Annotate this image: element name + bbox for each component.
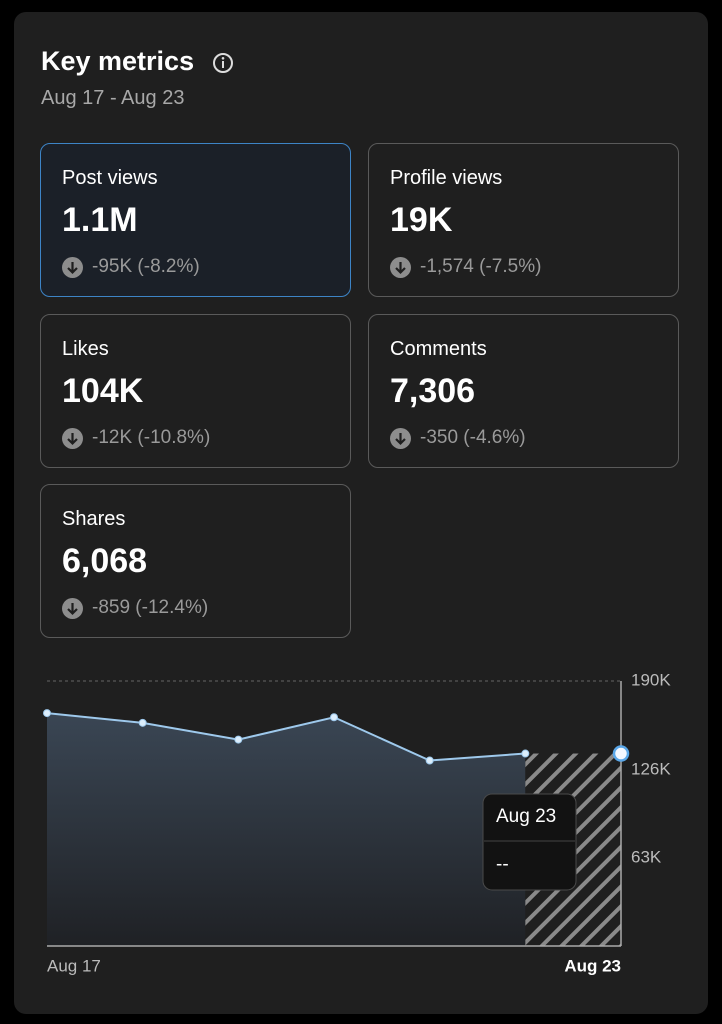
metric-card[interactable]: Comments 7,306 -350 (-4.6%) (368, 313, 679, 468)
metric-label: Likes (62, 337, 109, 360)
metric-value: 104K (62, 371, 144, 410)
line (46, 712, 526, 762)
metric-value: 19K (390, 201, 453, 239)
metric-value: 6,068 (62, 542, 148, 580)
metric-label: Shares (62, 508, 126, 530)
x-tick-label: Aug 23 (564, 956, 621, 975)
metric-change: -350 (-4.6%) (420, 426, 526, 448)
metric-value: 7,306 (390, 371, 476, 410)
down-icon (390, 427, 411, 449)
metric-card[interactable]: Post views 1.1M -95K (-8.2%) (40, 143, 351, 297)
active-point[interactable] (612, 745, 630, 762)
metric-label: Comments (390, 337, 487, 360)
metric-label: Profile views (390, 167, 503, 189)
point (521, 749, 530, 758)
area (47, 713, 526, 946)
point (138, 718, 147, 727)
y-tick-label: 126K (631, 760, 671, 779)
metric-change: -12K (-10.8%) (92, 426, 211, 448)
metric-change: -859 (-12.4%) (92, 597, 209, 618)
down-icon (62, 257, 83, 278)
info-icon[interactable] (212, 52, 234, 74)
down-icon (62, 598, 83, 619)
metric-value: 1.1M (62, 201, 138, 239)
tooltip (482, 793, 577, 891)
y-tick-label: 63K (631, 848, 662, 867)
point (425, 756, 434, 765)
metric-change: -1,574 (-7.5%) (420, 256, 542, 277)
metric-card[interactable]: Profile views 19K -1,574 (-7.5%) (368, 143, 679, 297)
down-icon (390, 257, 411, 278)
date-range: Aug 17 - Aug 23 (41, 87, 185, 109)
point (330, 713, 338, 722)
down-icon (62, 427, 83, 449)
tooltip-value: -- (496, 854, 509, 875)
point (43, 709, 51, 718)
metric-label: Post views (62, 167, 158, 189)
tooltip-date: Aug 23 (496, 806, 556, 827)
metric-card[interactable]: Likes 104K -12K (-10.8%) (40, 313, 351, 468)
y-tick-label: 190K (631, 670, 671, 689)
metric-change: -95K (-8.2%) (92, 256, 200, 277)
point (234, 735, 243, 744)
metric-card[interactable]: Shares 6,068 -859 (-12.4%) (40, 484, 351, 638)
x-tick-label: Aug 17 (47, 956, 101, 975)
title: Key metrics (41, 46, 195, 76)
